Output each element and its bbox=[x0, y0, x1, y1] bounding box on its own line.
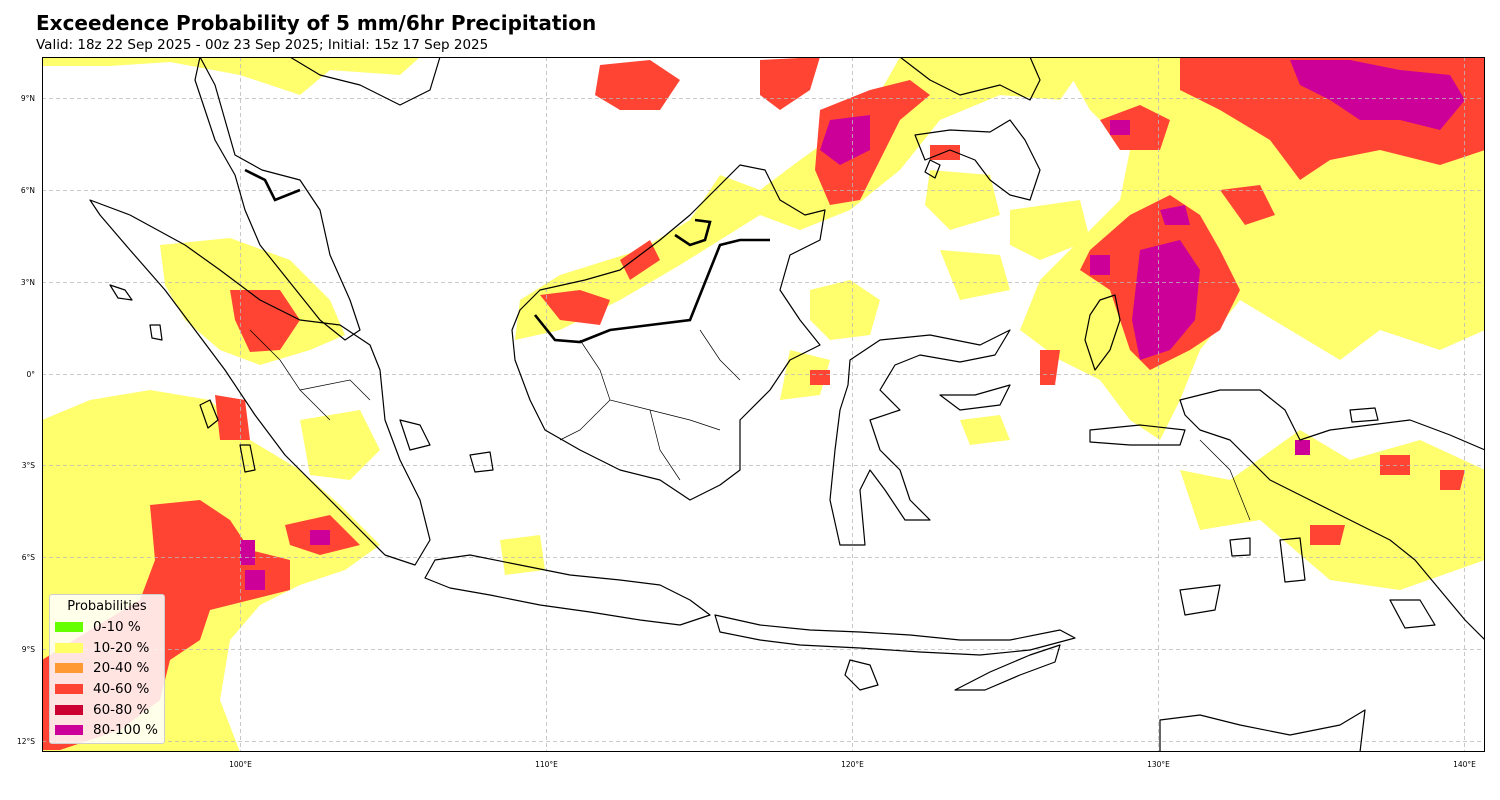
small-island-6 bbox=[1229, 537, 1251, 557]
legend-swatch bbox=[55, 725, 83, 736]
lat-tick-label: 0° bbox=[26, 370, 35, 379]
small-island-3 bbox=[1389, 599, 1436, 629]
indochina-coast bbox=[289, 57, 441, 106]
belitung-coast bbox=[469, 451, 494, 473]
legend-label: 40-60 % bbox=[93, 681, 150, 698]
lon-tick-label: 140°E bbox=[1453, 760, 1476, 769]
legend-swatch bbox=[55, 622, 83, 633]
borneo-border bbox=[533, 238, 770, 344]
legend-swatch bbox=[55, 684, 83, 695]
timor-coast bbox=[954, 644, 1061, 691]
legend-label: 80-100 % bbox=[93, 722, 158, 739]
legend-swatch bbox=[55, 663, 83, 674]
legend-item: 80-100 % bbox=[55, 720, 159, 741]
map-frame bbox=[42, 57, 1485, 752]
seram-coast bbox=[1089, 424, 1186, 446]
lat-tick-labels: 9°N 6°N 3°N 0° 3°S 6°S 9°S 12°S bbox=[17, 94, 35, 746]
lat-tick-label: 9°S bbox=[22, 645, 36, 654]
philippines-mindanao-coast bbox=[914, 119, 1041, 201]
borneo-coast bbox=[511, 164, 826, 501]
small-island-8 bbox=[924, 159, 941, 179]
legend-swatch bbox=[55, 642, 83, 653]
legend-swatch bbox=[55, 704, 83, 715]
legend-item: 20-40 % bbox=[55, 658, 159, 679]
lesser-sunda-coast bbox=[714, 614, 1076, 656]
province-borders bbox=[249, 329, 1251, 521]
lat-tick-label: 12°S bbox=[17, 737, 35, 746]
small-island-1 bbox=[109, 284, 133, 301]
malay-peninsula-coast bbox=[194, 57, 361, 341]
legend-label: 10-20 % bbox=[93, 639, 150, 656]
gridlines bbox=[42, 57, 1485, 752]
map-title: Exceedence Probability of 5 mm/6hr Preci… bbox=[36, 11, 597, 35]
lat-tick-label: 9°N bbox=[21, 94, 35, 103]
australia-coast bbox=[1159, 709, 1366, 752]
new-guinea-coast bbox=[1179, 389, 1485, 641]
thailand-border bbox=[244, 168, 301, 202]
small-island-2 bbox=[149, 324, 163, 341]
sulawesi-ne-arm bbox=[939, 384, 1011, 411]
probability-shading bbox=[42, 57, 1485, 752]
nias-coast bbox=[199, 399, 219, 429]
small-island-5 bbox=[1279, 537, 1306, 583]
probability-shading-extreme bbox=[240, 60, 1465, 590]
legend: Probabilities 0-10 % 10-20 % 20-40 % 40-… bbox=[49, 594, 165, 744]
lon-tick-label: 120°E bbox=[841, 760, 864, 769]
lon-tick-labels: 100°E 110°E 120°E 130°E 140°E bbox=[229, 760, 1476, 769]
bangka-coast bbox=[399, 419, 431, 451]
siberut-coast bbox=[239, 444, 256, 473]
legend-item: 0-10 % bbox=[55, 617, 159, 638]
legend-item: 10-20 % bbox=[55, 638, 159, 659]
sumbawa-coast bbox=[844, 659, 879, 691]
legend-item: 40-60 % bbox=[55, 679, 159, 700]
sulawesi-coast bbox=[829, 329, 1011, 546]
coastlines bbox=[89, 57, 1485, 752]
lat-tick-label: 3°S bbox=[22, 461, 36, 470]
lon-tick-label: 100°E bbox=[229, 760, 252, 769]
legend-title: Probabilities bbox=[67, 599, 147, 614]
map-subtitle: Valid: 18z 22 Sep 2025 - 00z 23 Sep 2025… bbox=[36, 37, 489, 53]
lon-tick-label: 110°E bbox=[535, 760, 558, 769]
small-island-4 bbox=[1179, 584, 1221, 616]
small-island-7 bbox=[1349, 407, 1379, 423]
java-coast bbox=[424, 554, 711, 626]
lat-tick-label: 3°N bbox=[21, 278, 35, 287]
legend-label: 0-10 % bbox=[93, 619, 141, 636]
legend-label: 60-80 % bbox=[93, 701, 150, 718]
borneo-border-north bbox=[674, 218, 712, 247]
legend-item: 60-80 % bbox=[55, 699, 159, 720]
halmahera-coast bbox=[1084, 294, 1121, 371]
lat-tick-label: 6°N bbox=[21, 186, 35, 195]
legend-label: 20-40 % bbox=[93, 660, 150, 677]
lon-tick-label: 130°E bbox=[1147, 760, 1170, 769]
country-borders bbox=[244, 168, 770, 344]
lat-tick-label: 6°S bbox=[22, 553, 36, 562]
sumatra-coast bbox=[89, 199, 431, 566]
philippines-visayas-coast bbox=[899, 57, 1041, 101]
